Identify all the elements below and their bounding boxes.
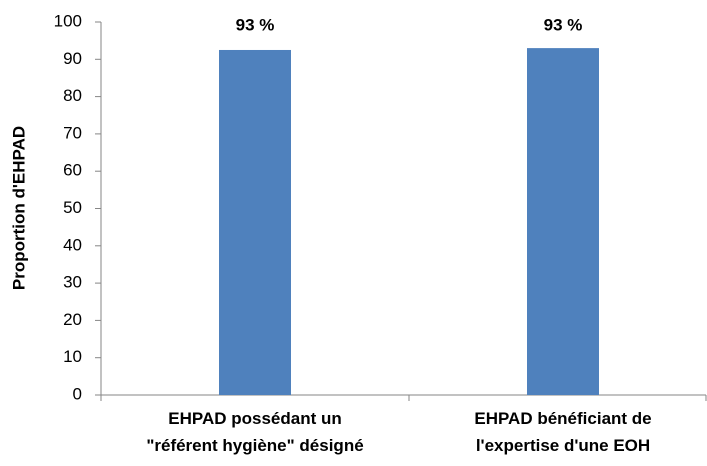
y-tick-label: 60: [63, 161, 82, 180]
y-tick-label: 30: [63, 273, 82, 292]
bar: [219, 49, 291, 395]
value-label: 93 %: [544, 15, 583, 34]
y-tick-label: 0: [73, 384, 82, 403]
y-tick-label: 50: [63, 198, 82, 217]
y-tick-label: 90: [63, 49, 82, 68]
y-tick-label: 100: [54, 11, 82, 30]
value-label: 93 %: [236, 15, 275, 34]
y-tick-label: 70: [63, 123, 82, 142]
y-tick-label: 20: [63, 310, 82, 329]
y-tick-label: 10: [63, 347, 82, 366]
y-axis-label: Proportion d'EHPAD: [9, 126, 28, 290]
x-tick-label: EHPAD bénéficiant de l'expertise d'une EO…: [474, 409, 651, 455]
bar: [527, 48, 599, 396]
y-tick-label: 40: [63, 235, 82, 254]
y-tick-label: 80: [63, 86, 82, 105]
x-tick-label: EHPAD possédant un "référent hygiène" dés…: [146, 409, 363, 455]
